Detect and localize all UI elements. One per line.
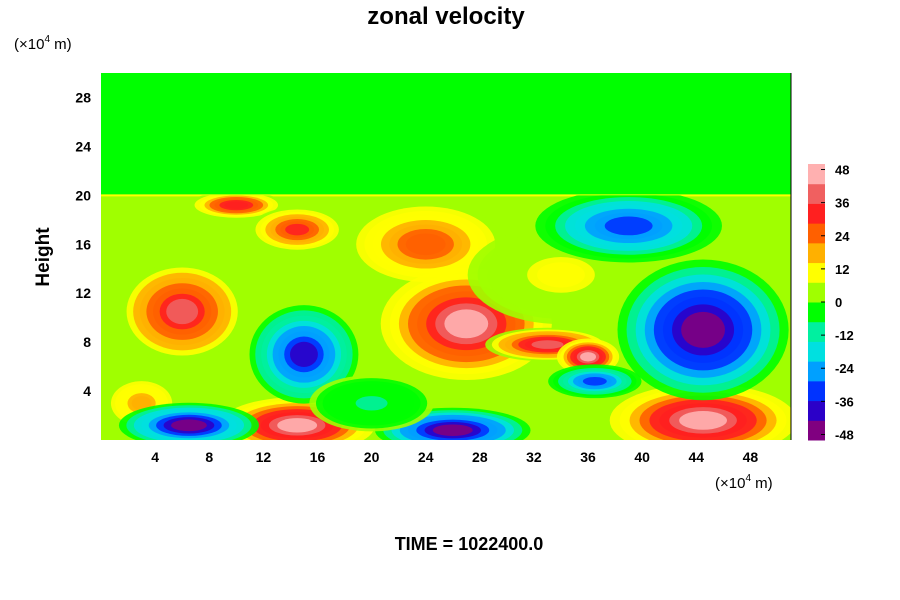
x-tick-label: 32 [526, 449, 542, 465]
contour-10-level-7 [131, 396, 152, 411]
colorbar-tick-label: -48 [835, 427, 854, 442]
x-tick-label: 28 [472, 449, 488, 465]
x-tick-label: 20 [364, 449, 380, 465]
x-unit-prefix: (×10 [715, 475, 745, 492]
y-tick-label: 12 [75, 285, 91, 301]
x-tick-label: 36 [580, 449, 596, 465]
colorbar-ticks: 48 36 24 12 0 -12 -24 -36 -48 [821, 163, 855, 442]
contour-14-level-7 [432, 424, 473, 436]
x-tick-label: 24 [418, 449, 434, 465]
y-tick-label: 16 [75, 236, 91, 252]
colorbar-segment [808, 203, 825, 224]
time-label: TIME = 1022400.0 [395, 534, 544, 554]
colorbar-tick-label: -24 [835, 361, 855, 376]
x-unit-exponent: 4 [745, 473, 751, 484]
x-tick-label: 12 [256, 449, 272, 465]
contour-12-level-7 [604, 216, 653, 236]
x-tick-label: 16 [310, 449, 326, 465]
y-unit-label: (×104 m) [14, 34, 72, 53]
y-axis-label: Height [33, 227, 54, 287]
colorbar-tick-label: 36 [835, 196, 849, 211]
contour-0-level-7 [166, 298, 199, 325]
colorbar-tick-label: 0 [835, 295, 842, 310]
y-tick-label: 24 [75, 138, 91, 154]
contour-7-level-7 [277, 418, 318, 433]
colorbar-segment [808, 361, 825, 382]
colorbar-tick-label: 48 [835, 163, 849, 178]
contour-5-level-7 [531, 340, 564, 349]
contour-11-level-7 [681, 311, 725, 348]
colorbar-tick-label: 24 [835, 229, 850, 244]
x-tick-label: 4 [151, 449, 159, 465]
y-axis-ticks: 4 8 12 16 20 24 28 [75, 89, 91, 399]
colorbar-tick-label: -12 [835, 328, 854, 343]
colorbar-segment [808, 282, 825, 303]
colorbar-segment [808, 400, 825, 421]
plot-area [101, 73, 792, 440]
contour-9-level-7 [537, 262, 585, 288]
colorbar-tick-label: -36 [835, 394, 854, 409]
x-unit-suffix: m) [751, 475, 773, 492]
velocity-contours [102, 195, 791, 440]
x-unit-label: (×104 m) [715, 473, 773, 492]
contour-6-level-7 [580, 352, 597, 362]
x-tick-label: 8 [205, 449, 213, 465]
y-tick-label: 8 [83, 334, 91, 350]
y-tick-label: 4 [83, 383, 91, 399]
x-tick-label: 44 [689, 449, 705, 465]
y-unit-prefix: (×10 [14, 36, 44, 53]
colorbar-segment [808, 183, 825, 204]
x-axis-ticks: 4 8 12 16 20 24 28 32 36 40 44 48 [151, 449, 758, 465]
colorbar-segment [808, 302, 825, 323]
contour-8-level-7 [679, 411, 727, 430]
y-unit-exponent: 4 [44, 34, 50, 45]
colorbar-segment [808, 321, 825, 342]
contour-1-level-7 [224, 201, 249, 209]
y-tick-label: 28 [75, 89, 91, 105]
colorbar-segment [808, 223, 825, 244]
colorbar-tick-label: 12 [835, 262, 849, 277]
contour-3-level-7 [405, 233, 446, 256]
contour-13-level-7 [289, 341, 318, 367]
contour-4-level-7 [444, 309, 489, 339]
colorbar-segment [808, 164, 825, 185]
colorbar-segment [808, 341, 825, 362]
contour-2-level-7 [285, 223, 310, 236]
colorbar-segment [808, 420, 825, 441]
colorbar-segment [808, 262, 825, 283]
colorbar-segment [808, 242, 825, 264]
contour-16-level-7 [582, 376, 607, 386]
chart-title: zonal velocity [367, 3, 525, 30]
y-tick-label: 20 [75, 187, 91, 203]
colorbar-segment [808, 380, 825, 402]
colorbar [808, 164, 825, 441]
x-tick-label: 40 [634, 449, 650, 465]
x-tick-label: 48 [743, 449, 759, 465]
y-unit-suffix: m) [50, 36, 72, 53]
contour-15-level-7 [170, 419, 207, 432]
contour-17-level-7 [355, 396, 388, 411]
